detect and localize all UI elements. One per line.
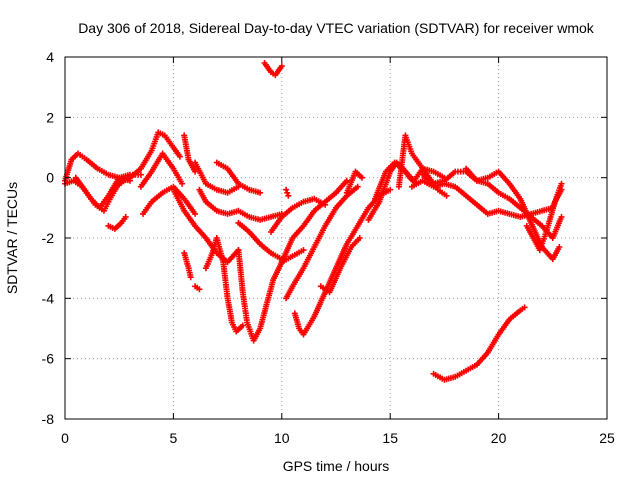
y-tick-label: -4 <box>42 290 55 306</box>
data-point <box>239 322 246 329</box>
y-axis-label: SDTVAR / TECUs <box>4 182 20 294</box>
data-point <box>285 192 292 199</box>
grid <box>65 57 607 419</box>
data-point <box>558 180 565 187</box>
data-point <box>122 213 129 220</box>
data-point <box>558 213 565 220</box>
y-tick-label: 2 <box>46 109 54 125</box>
data-point <box>356 235 363 241</box>
trace-mark <box>284 189 291 196</box>
data-point <box>556 244 563 250</box>
x-tick-label: 15 <box>382 430 398 446</box>
x-tick-label: 20 <box>491 430 507 446</box>
data-point <box>387 186 394 193</box>
y-tick-label: 4 <box>46 49 54 65</box>
y-tick-label: 0 <box>46 170 54 186</box>
axis-ticks <box>64 56 608 420</box>
x-tick-label: 5 <box>170 430 178 446</box>
data-point <box>359 174 365 181</box>
data-point <box>257 189 264 196</box>
y-tick-label: -6 <box>42 351 55 367</box>
data-point <box>558 186 565 193</box>
data-point <box>354 183 361 190</box>
x-tick-label: 25 <box>599 430 615 446</box>
x-axis-label: GPS time / hours <box>283 458 390 474</box>
y-tick-label: -2 <box>42 230 55 246</box>
x-tick-label: 10 <box>274 430 290 446</box>
x-tick-label: 0 <box>61 430 69 446</box>
data-point <box>283 186 290 193</box>
data-point <box>300 247 307 254</box>
chart-title: Day 306 of 2018, Sidereal Day-to-day VTE… <box>78 20 595 36</box>
data-point <box>192 210 199 217</box>
data-point <box>521 304 528 311</box>
axis-tick-labels: 0 5 10 15 20 25 -8 -6 -4 -2 0 2 4 <box>42 49 615 446</box>
data-point <box>179 180 186 187</box>
data-point <box>137 171 144 178</box>
data-point <box>343 177 350 184</box>
data-point <box>443 192 450 199</box>
data-point <box>176 153 183 160</box>
data-point <box>196 286 203 293</box>
data-marks <box>62 60 565 383</box>
data-point <box>278 63 285 70</box>
y-tick-label: -8 <box>42 411 55 427</box>
data-point <box>187 274 194 281</box>
